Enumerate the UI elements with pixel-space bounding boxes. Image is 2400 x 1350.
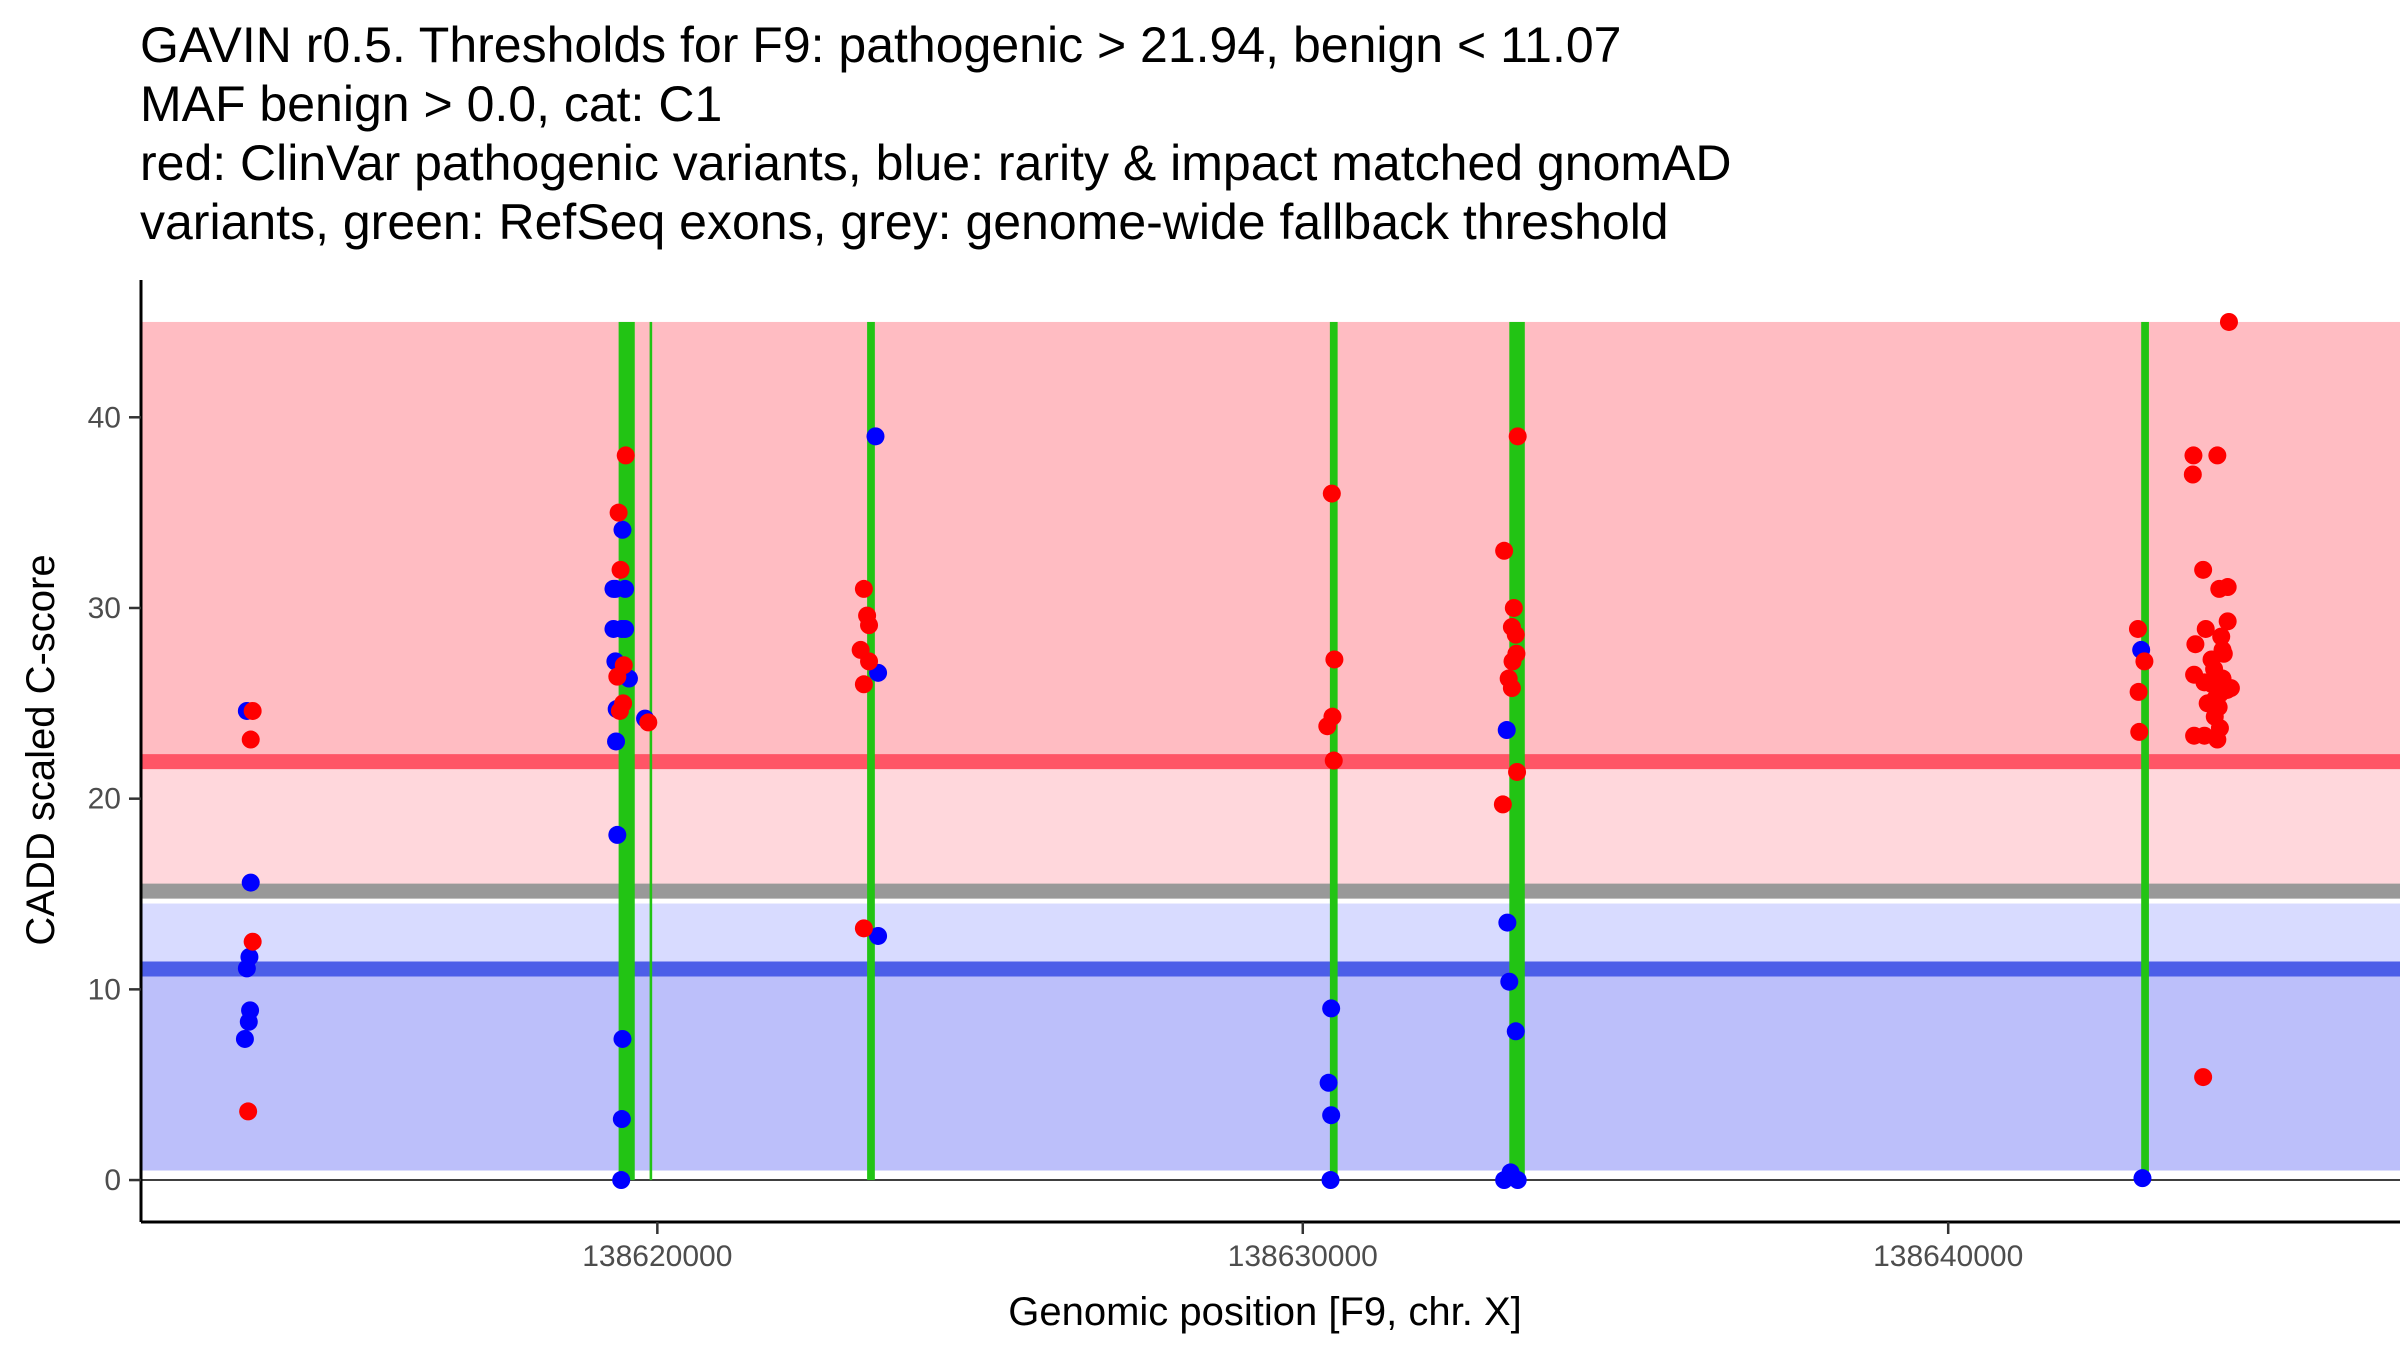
exon-bar-6 [2141, 321, 2149, 1181]
exon-bar-3 [867, 321, 875, 1181]
clinvar-pathogenic-point-4 [239, 1102, 258, 1121]
clinvar-pathogenic-point-70 [2194, 1068, 2213, 1087]
clinvar-pathogenic-point-24 [1324, 751, 1343, 770]
clinvar-pathogenic-point-23 [1323, 707, 1342, 726]
clinvar-pathogenic-point-11 [610, 701, 629, 720]
clinvar-pathogenic-point-48 [2212, 627, 2231, 646]
clinvar-pathogenic-point-19 [854, 919, 873, 938]
gnomad-benign-point-30 [1321, 1171, 1340, 1190]
gnomad-benign-point-10 [616, 579, 635, 598]
title-line-4: variants, green: RefSeq exons, grey: gen… [140, 194, 1669, 250]
gnomad-benign-point-29 [1322, 1106, 1341, 1125]
y-tick-label-10: 10 [88, 973, 121, 1006]
gnomad-benign-point-21 [612, 1110, 631, 1129]
clinvar-pathogenic-point-15 [860, 616, 879, 635]
clinvar-pathogenic-point-13 [854, 579, 873, 598]
clinvar-pathogenic-point-25 [1508, 427, 1527, 446]
gnomad-benign-point-20 [613, 1029, 632, 1048]
gnomad-benign-point-33 [1500, 972, 1519, 991]
clinvar-pathogenic-point-29 [1506, 625, 1525, 644]
clinvar-pathogenic-point-7 [611, 560, 630, 579]
clinvar-pathogenic-point-37 [2135, 652, 2154, 671]
clinvar-pathogenic-point-9 [608, 667, 627, 686]
gnomad-benign-point-31 [1497, 721, 1516, 740]
clinvar-pathogenic-point-20 [1322, 484, 1341, 503]
gnomad-benign-point-19 [608, 825, 627, 844]
exon-bar-4 [1329, 321, 1338, 1181]
gnomad-benign-point-28 [1319, 1073, 1338, 1092]
clinvar-pathogenic-point-68 [2208, 730, 2227, 749]
gnomad-benign-point-18 [607, 732, 626, 751]
gnomad-benign-point-32 [1498, 913, 1517, 932]
clinvar-pathogenic-point-33 [1502, 679, 1521, 698]
plot-area: 0 10 20 30 40 138620000 138630000 138640000 [88, 280, 2400, 1273]
x-axis-title: Genomic position [F9, chr. X] [1008, 1290, 1522, 1334]
y-tick-label-40: 40 [88, 401, 121, 434]
gnomad-benign-point-4 [240, 947, 259, 966]
title-line-2: MAF benign > 0.0, cat: C1 [140, 76, 722, 132]
clinvar-pathogenic-point-39 [2130, 722, 2149, 741]
title-line-3: red: ClinVar pathogenic variants, blue: … [140, 135, 1731, 191]
clinvar-pathogenic-point-18 [854, 675, 873, 694]
clinvar-pathogenic-point-12 [639, 713, 658, 732]
clinvar-pathogenic-point-3 [243, 932, 262, 951]
x-tick-label-1: 138620000 [582, 1240, 732, 1273]
clinvar-pathogenic-point-41 [2208, 446, 2227, 465]
benign-region [141, 968, 2400, 1171]
clinvar-pathogenic-point-38 [2129, 682, 2148, 701]
clinvar-pathogenic-point-69 [2219, 312, 2238, 331]
gnomad-benign-point-39 [2133, 1169, 2152, 1188]
y-tick-label-30: 30 [88, 592, 121, 625]
fallback-benign-region [141, 903, 2400, 969]
clinvar-pathogenic-point-36 [2128, 619, 2147, 638]
clinvar-pathogenic-point-42 [2183, 465, 2202, 484]
clinvar-pathogenic-point-46 [2218, 612, 2237, 631]
gnomad-benign-point-27 [1322, 999, 1341, 1018]
clinvar-pathogenic-point-6 [616, 446, 635, 465]
y-axis-title: CADD scaled C-score [19, 554, 63, 945]
clinvar-pathogenic-point-31 [1503, 652, 1522, 671]
gnomad-benign-point-22 [612, 1171, 631, 1190]
chart-title: GAVIN r0.5. Thresholds for F9: pathogeni… [140, 17, 1731, 250]
clinvar-pathogenic-point-43 [2194, 560, 2213, 579]
gnomad-benign-point-3 [241, 873, 260, 892]
y-tick-label-20: 20 [88, 783, 121, 816]
clinvar-pathogenic-point-52 [2214, 644, 2233, 663]
clinvar-pathogenic-point-21 [1325, 650, 1344, 669]
y-tick-label-0: 0 [104, 1164, 121, 1197]
fallback-pathogenic-region [141, 761, 2400, 892]
title-line-1: GAVIN r0.5. Thresholds for F9: pathogeni… [140, 17, 1622, 73]
gnomad-benign-point-24 [866, 427, 885, 446]
clinvar-pathogenic-point-47 [2196, 619, 2215, 638]
exon-bar-2 [649, 321, 653, 1181]
clinvar-pathogenic-point-27 [1504, 598, 1523, 617]
gnomad-benign-point-37 [1495, 1171, 1514, 1190]
clinvar-pathogenic-point-5 [609, 503, 628, 522]
clinvar-pathogenic-point-1 [243, 701, 262, 720]
x-tick-label-2: 138630000 [1228, 1240, 1378, 1273]
clinvar-pathogenic-point-40 [2184, 446, 2203, 465]
exon-bar-5 [1509, 321, 1525, 1181]
gnomad-benign-point-6 [239, 1012, 258, 1031]
clinvar-pathogenic-point-60 [2218, 680, 2237, 699]
gnomad-benign-point-26 [869, 926, 888, 945]
gnomad-benign-point-36 [1508, 1171, 1527, 1190]
clinvar-pathogenic-point-17 [860, 652, 879, 671]
x-tick-label-3: 138640000 [1873, 1240, 2023, 1273]
clinvar-pathogenic-point-26 [1495, 541, 1514, 560]
clinvar-pathogenic-point-35 [1493, 795, 1512, 814]
gnomad-benign-point-14 [613, 520, 632, 539]
clinvar-pathogenic-point-34 [1508, 762, 1527, 781]
clinvar-pathogenic-point-45 [2218, 578, 2237, 597]
pathogenic-region [141, 321, 2400, 762]
clinvar-pathogenic-point-49 [2186, 635, 2205, 654]
gnomad-benign-point-34 [1506, 1022, 1525, 1041]
clinvar-pathogenic-point-2 [241, 730, 260, 749]
gnomad-benign-point-13 [616, 619, 635, 638]
gnomad-benign-point-7 [235, 1029, 254, 1048]
